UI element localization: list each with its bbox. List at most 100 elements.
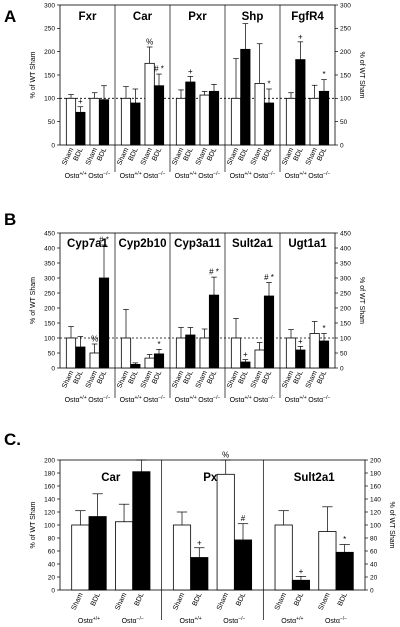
panel-a-gene-label: Pxr [188,11,207,23]
panel-b-bar [208,294,220,369]
panel-a-ytick-label-right: 150 [340,72,351,79]
panel-b-genotype-label: Ostα−/− [88,395,110,404]
panel-b-ytick-label-left: 100 [44,335,55,342]
panel-a-genotype-superscript: +/+ [190,171,197,177]
panel-a-x-label: BDL [316,147,328,162]
panel-b-ytick-label-right: 250 [340,290,351,297]
panel-b-ylabel-left: % of WT Sham [30,277,37,324]
panel-a-sig-marker: + [78,97,83,106]
panel-b-x-label: BDL [151,370,163,385]
panel-c-sig-marker: # [241,514,246,523]
panel-c-genotype-superscript: −/− [238,616,245,622]
panel-b-ytick-label-right: 350 [340,260,351,267]
panel-b-genotype-superscript: +/+ [300,395,307,401]
panel-b-bar [89,352,100,369]
panel-b-sig-marker: # * [264,273,274,282]
panel-c-ytick-label-left: 140 [44,496,55,503]
panel-b-genotype-label: Ostα−/− [253,395,275,404]
panel-a-ytick-label-right: 300 [340,2,351,9]
panel-c-sig-marker: + [299,567,304,576]
panel-b-bar [120,337,132,369]
panel-c-ytick-label-right: 120 [370,509,381,516]
panel-b-bar [240,361,251,369]
panel-a-bar [185,81,196,146]
panel-b: B 0 0 50 50 100 100 150 150 200 200 250 250 300 300 350… [4,210,365,404]
panel-a-genotype-label: Ostα−/− [253,171,275,180]
panel-a-ylabel-right: % of WT Sham [358,52,365,99]
panel-a-bar [144,62,155,146]
panel-a-bar [254,83,265,146]
panel-a-bar [263,102,275,146]
panel-a-bar [199,94,210,146]
panel-a-x-label: BDL [128,147,140,162]
panel-b-genotype-label: Ostα−/− [308,395,330,404]
panel-a-genotype-label: Ostα−/− [308,171,330,180]
panel-b-genotype-label: Ostα−/− [143,395,165,404]
panel-a-x-label: BDL [73,147,85,162]
panel-c-bar [115,521,134,591]
panel-c-genotype-superscript: −/− [137,616,144,622]
panel-b-bar [263,295,275,369]
panel-b-x-label: BDL [206,370,218,385]
panel-a-bar [153,85,165,146]
panel-a-gene-label: Car [133,11,153,23]
panel-c-ytick-label-left: 100 [44,522,55,529]
panel-b-bar [185,334,196,369]
panel-b-gene-label: Ugt1a1 [288,238,327,250]
panel-b-x-label: BDL [261,370,273,385]
panel-a-bar [89,97,100,146]
panel-b-gene-label: Cyp3a11 [174,238,221,250]
panel-a-x-label: BDL [206,147,218,162]
panel-a-bar [65,97,77,146]
panel-c-x-label: BDL [191,592,203,607]
panel-c-letter: C. [4,430,21,449]
panel-b-genotype-superscript: −/− [158,395,165,401]
panel-a-bar [230,97,242,146]
panel-c-ytick-label-right: 60 [370,548,378,555]
panel-c-bar [88,516,107,591]
panel-c-ytick-label-right: 100 [370,522,381,529]
panel-c-bar [335,551,354,591]
panel-c-x-label: Sham [274,592,288,612]
panel-b-plot-frame [59,232,336,369]
panel-b-x-label: BDL [183,370,195,385]
panel-b-bar [285,337,297,369]
panel-c-bar [291,579,310,591]
panel-a-ytick-label-left: 50 [48,119,56,126]
panel-c-ytick-label-right: 140 [370,496,381,503]
panel-a-genotype-label: Ostα−/− [143,171,165,180]
panel-b-ytick-label-right: 200 [340,305,351,312]
panel-b-ylabel-right: % of WT Sham [358,277,365,324]
panel-a-letter: A [4,7,16,26]
panel-b-bar [318,340,330,369]
panel-a-genotype-superscript: +/+ [135,171,142,177]
panel-b-genotype-label: Ostα+/+ [175,395,197,404]
panel-a-sig-marker: # * [154,65,164,74]
panel-a-bar [130,102,141,146]
panel-b-ytick-label-right: 300 [340,275,351,282]
panel-b-sig-marker: + [298,337,303,346]
panel-c: C. 0 0 20 20 40 40 60 60 80 80 100 100 120 120 140 140 16… [4,430,395,625]
panel-c-genotype-label: Ostα−/− [223,616,245,625]
panel-b-ytick-label-left: 450 [44,230,55,237]
panel-b-x-label: BDL [73,370,85,385]
panel-a-x-label: BDL [151,147,163,162]
panel-b-gene-label: Cyp2b10 [119,238,167,250]
panel-a-ytick-label-left: 150 [44,72,55,79]
panel-a-genotype-superscript: −/− [103,171,110,177]
panel-c-ylabel-right: % of WT Sham [388,502,395,549]
panel-a-bar [295,59,306,146]
panel-b-ytick-label-right: 100 [340,335,351,342]
panel-c-bar [274,524,293,591]
panel-a-genotype-label: Ostα+/+ [65,171,87,180]
panel-c-bar [132,471,151,591]
panel-c-sig-marker: % [222,451,229,460]
panel-a-ytick-label-left: 100 [44,96,55,103]
panel-b-gene-label: Sult2a1 [232,238,274,250]
panel-c-genotype-label: Ostα+/+ [78,616,100,625]
panel-a-genotype-label: Ostα−/− [88,171,110,180]
panel-c-genotype-superscript: +/+ [194,616,201,622]
panel-a-ytick-label-left: 200 [44,49,55,56]
panel-c-bar [172,524,192,591]
